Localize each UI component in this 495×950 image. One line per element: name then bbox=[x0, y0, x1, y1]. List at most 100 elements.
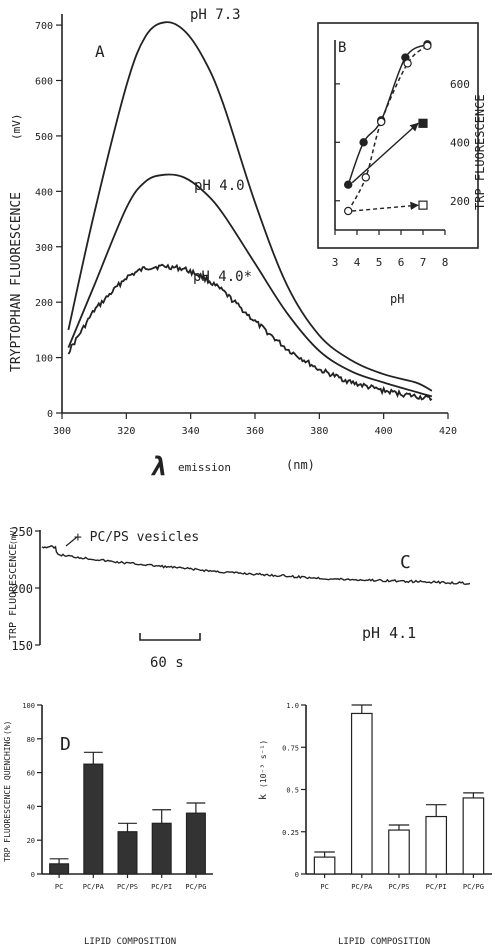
panel-d-right-y-tick-label: 1.0 bbox=[286, 702, 299, 710]
panel-d-category-label: PC bbox=[55, 883, 63, 891]
panel-b-point bbox=[359, 138, 368, 147]
panel-c-y-label: TRP FLUORESCENCE bbox=[8, 544, 19, 640]
panel-c-y-unit: (mV) bbox=[9, 526, 18, 545]
panel-a-y-tick-label: 0 bbox=[47, 409, 53, 420]
panel-d-right-bar bbox=[313, 856, 336, 875]
panel-d-y-label: TRP FLUORESCENCE QUENCHING bbox=[3, 737, 12, 862]
panel-d-category-label: PC/PI bbox=[151, 883, 172, 891]
panel-b-arrow bbox=[351, 122, 419, 184]
panel-b-chart: B pH TRP FLUORESCENCE 3 4 5 6 7 8 200 400 600 bbox=[317, 22, 487, 306]
panel-a-x-label: emission bbox=[178, 461, 231, 474]
panel-b-point bbox=[418, 118, 428, 128]
panel-d-right-y-tick-label: 0.25 bbox=[282, 829, 299, 837]
panel-d-y-tick-label: 40 bbox=[27, 803, 35, 811]
panel-c-scalebar-label: 60 s bbox=[150, 655, 184, 671]
panel-d-right-bar bbox=[425, 815, 448, 875]
panel-a-chart: A TRYPTOPHAN FLUORESCENCE (mV) λ emissio… bbox=[9, 7, 457, 482]
panel-b-series-line bbox=[347, 43, 428, 185]
panel-d-category-label: PC/PA bbox=[83, 883, 105, 891]
panel-d-right-category-label: PC/PI bbox=[426, 883, 447, 891]
panel-a-x-unit: (nm) bbox=[286, 458, 315, 472]
panel-d-right-y-label: k bbox=[258, 794, 269, 800]
panel-d-right-x-label: LIPID COMPOSITION bbox=[338, 937, 430, 947]
panel-b-arrow bbox=[352, 201, 419, 212]
panel-a-x-tick-label: 400 bbox=[375, 426, 393, 437]
panel-d-bar bbox=[49, 863, 70, 875]
panel-a-series-label: pH 4.0 bbox=[194, 178, 245, 194]
panel-b-y-tick-label: 200 bbox=[450, 195, 470, 208]
panel-d-right-y-tick-label: 0.5 bbox=[286, 787, 299, 795]
panel-b-x-tick-label: 4 bbox=[354, 256, 361, 269]
panel-a-y-label: TRYPTOPHAN FLUORESCENCE bbox=[9, 192, 24, 372]
panel-c-annotation: + PC/PS vesicles bbox=[74, 530, 199, 545]
panel-d-category-label: PC/PS bbox=[117, 883, 138, 891]
panel-d-right-y-tick-label: 0.75 bbox=[282, 744, 299, 752]
panel-d-right-bar bbox=[388, 829, 410, 875]
panel-a-series-line bbox=[67, 21, 433, 392]
panel-c-y-tick-label: 200 bbox=[11, 582, 33, 596]
panel-d-bar bbox=[83, 763, 104, 875]
panel-c-annotation-pointer bbox=[65, 536, 78, 547]
panel-a-label: A bbox=[95, 42, 105, 61]
panel-d-right-y-unit: (10⁻³ s⁻¹) bbox=[259, 740, 268, 788]
panel-d-right-category-label: PC/PA bbox=[351, 883, 373, 891]
panel-a-x-tick-label: 380 bbox=[310, 426, 328, 437]
panel-b-x-tick-label: 7 bbox=[420, 256, 427, 269]
panel-c-y-tick-label: 150 bbox=[11, 639, 33, 653]
panel-b-frame bbox=[317, 22, 479, 249]
panel-a-y-tick-label: 700 bbox=[35, 21, 53, 32]
panel-a-x-symbol: λ bbox=[150, 452, 166, 482]
panel-b-y-label: TRP FLUORESCENCE bbox=[473, 94, 487, 210]
panel-d-chart: D TRP FLUORESCENCE QUENCHING (%) LIPID C… bbox=[3, 702, 213, 947]
panel-d-y-tick-label: 100 bbox=[22, 702, 35, 710]
panel-b-point bbox=[423, 41, 432, 51]
panel-a-series-line bbox=[67, 173, 433, 398]
panel-d-right-chart: k (10⁻³ s⁻¹) LIPID COMPOSITION 0 0.25 0.5 0… bbox=[258, 702, 492, 947]
panel-a-series-label: pH 4.0* bbox=[193, 269, 252, 285]
panel-d-y-tick-label: 20 bbox=[27, 837, 35, 845]
panel-d-bar bbox=[185, 812, 206, 875]
panel-c-y-tick-label: 250 bbox=[11, 525, 33, 539]
panel-d-label: D bbox=[60, 734, 71, 755]
panel-c-label: C bbox=[400, 552, 411, 573]
panel-d-right-bar bbox=[462, 797, 485, 875]
panel-b-x-label: pH bbox=[390, 292, 404, 306]
panel-d-bar bbox=[151, 822, 172, 875]
panel-a-x-tick-label: 300 bbox=[53, 426, 71, 437]
panel-b-point bbox=[418, 200, 428, 210]
panel-a-x-tick-label: 360 bbox=[246, 426, 264, 437]
panel-b-point bbox=[361, 173, 370, 182]
panel-a-series-label: pH 7.3 bbox=[190, 7, 241, 23]
panel-d-right-y-tick-label: 0 bbox=[295, 871, 299, 879]
panel-a-y-tick-label: 400 bbox=[35, 187, 53, 198]
panel-a-y-tick-label: 100 bbox=[35, 354, 53, 365]
panel-b-label: B bbox=[338, 40, 346, 56]
panel-d-right-bar bbox=[350, 712, 373, 875]
panel-a-y-tick-label: 300 bbox=[35, 243, 53, 254]
panel-b-y-tick-label: 600 bbox=[450, 78, 470, 91]
panel-d-bar bbox=[117, 831, 138, 875]
panel-b-x-tick-label: 6 bbox=[398, 256, 405, 269]
panel-a-y-tick-label: 500 bbox=[35, 132, 53, 143]
panel-d-y-tick-label: 60 bbox=[27, 770, 35, 778]
panel-a-x-tick-label: 420 bbox=[439, 426, 457, 437]
panel-d-right-category-label: PC bbox=[320, 883, 328, 891]
panel-d-y-tick-label: 0 bbox=[31, 871, 35, 879]
panel-d-y-tick-label: 80 bbox=[27, 736, 35, 744]
panel-b-point bbox=[403, 59, 412, 68]
panel-d-y-unit: (%) bbox=[3, 721, 12, 735]
panel-d-x-label: LIPID COMPOSITION bbox=[84, 937, 176, 947]
panel-b-point bbox=[344, 180, 353, 189]
panel-a-x-tick-label: 320 bbox=[117, 426, 135, 437]
panel-c-trace bbox=[41, 545, 471, 586]
panel-b-point bbox=[344, 206, 353, 216]
panel-d-right-category-label: PC/PS bbox=[388, 883, 409, 891]
panel-d-category-label: PC/PG bbox=[185, 883, 206, 891]
panel-b-point bbox=[377, 117, 386, 127]
panel-d-right-category-label: PC/PG bbox=[463, 883, 484, 891]
panel-c-chart: TRP FLUORESCENCE (mV) + PC/PS vesicles C… bbox=[8, 525, 471, 671]
panel-b-x-tick-label: 3 bbox=[332, 256, 339, 269]
panel-c-condition: pH 4.1 bbox=[362, 624, 416, 642]
panel-a-x-tick-label: 340 bbox=[182, 426, 200, 437]
